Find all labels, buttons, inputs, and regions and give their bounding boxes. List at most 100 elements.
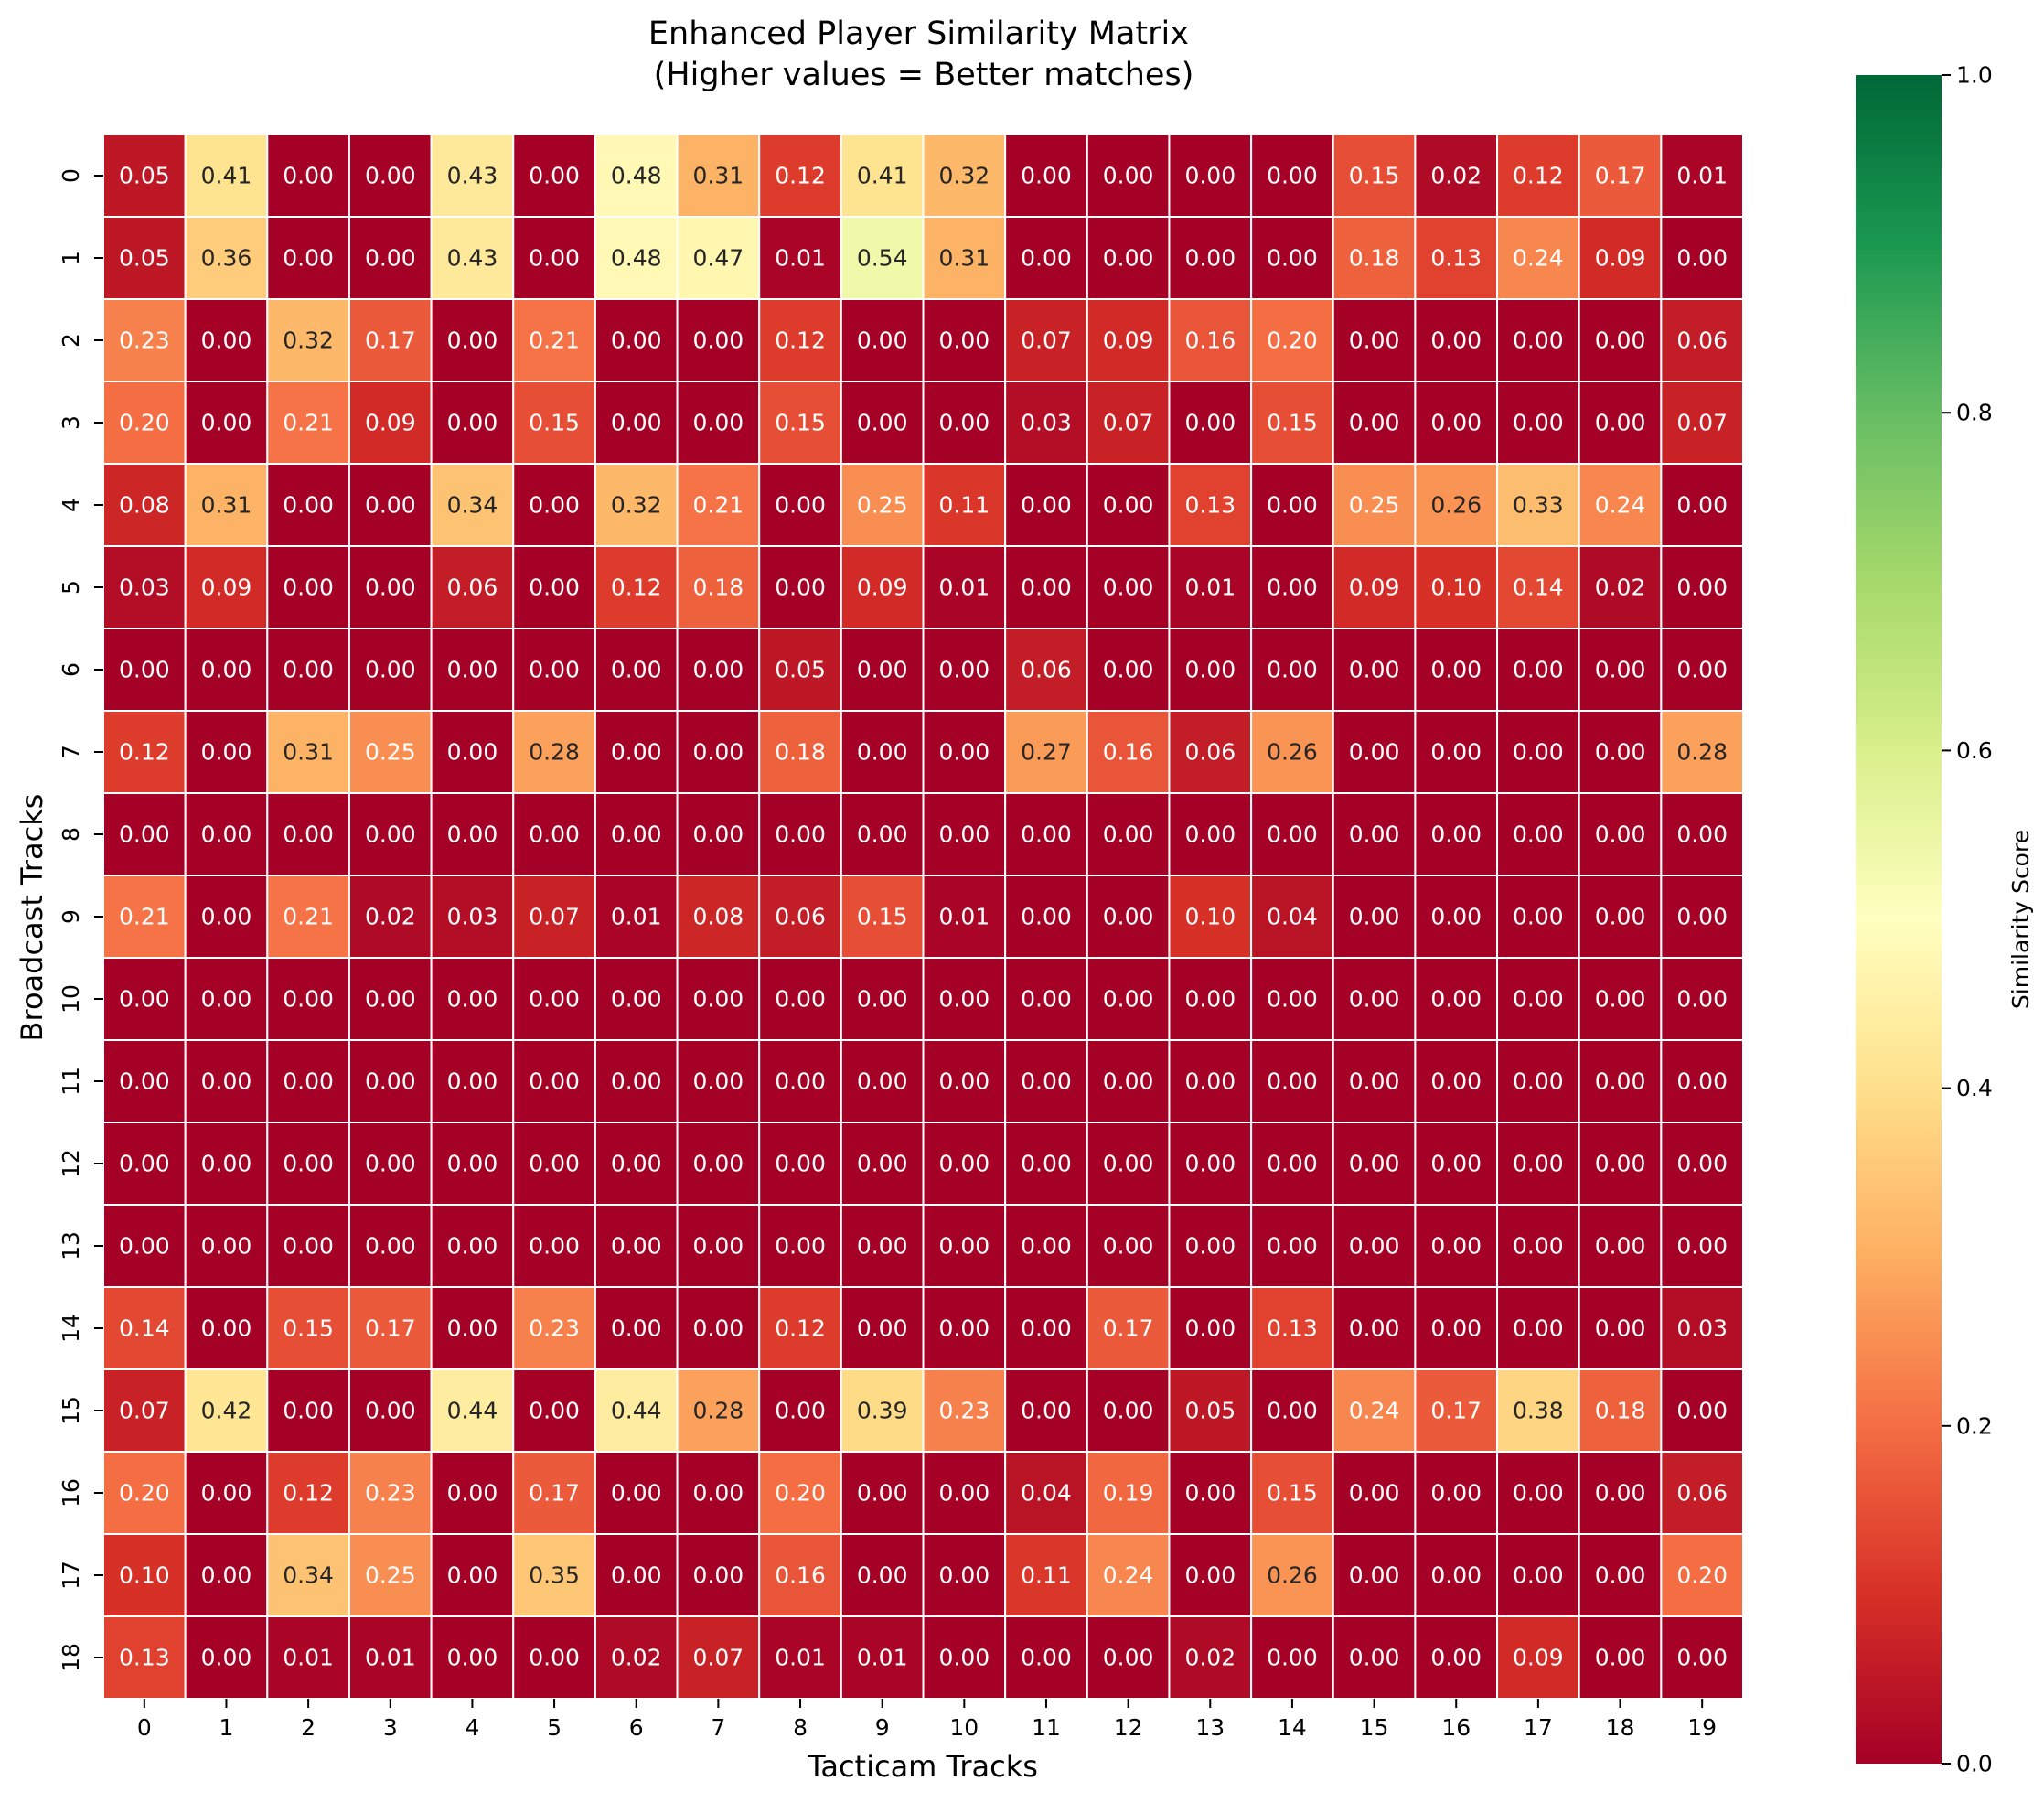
heatmap-cell xyxy=(1660,463,1744,547)
cell-value-label: 0.00 xyxy=(1430,739,1482,766)
heatmap-cell xyxy=(840,710,925,794)
heatmap-cell xyxy=(1496,1286,1580,1370)
cell-value-label: 0.24 xyxy=(1595,492,1646,519)
colorbar-tick-label: 0.0 xyxy=(1956,1751,1993,1777)
cell-value-label: 0.00 xyxy=(1103,1233,1154,1260)
cell-value-label: 0.00 xyxy=(1184,1151,1236,1177)
cell-value-label: 0.00 xyxy=(611,1233,662,1260)
cell-value-label: 0.15 xyxy=(857,904,908,930)
heatmap-cell xyxy=(594,1039,679,1123)
heatmap-cell xyxy=(1250,545,1334,629)
cell-value-label: 0.24 xyxy=(1103,1562,1154,1589)
heatmap-cell xyxy=(1414,1122,1499,1206)
cell-value-label: 0.00 xyxy=(938,1068,990,1095)
cell-value-label: 0.00 xyxy=(201,1151,252,1177)
heatmap-cell xyxy=(1660,1122,1744,1206)
heatmap-cell xyxy=(1332,1533,1417,1617)
heatmap-cell xyxy=(1168,1039,1253,1123)
cell-value-label: 0.25 xyxy=(365,739,416,766)
cell-value-label: 0.06 xyxy=(775,904,826,930)
heatmap-cell xyxy=(430,1122,515,1206)
cell-value-label: 0.09 xyxy=(857,574,908,601)
cell-value-label: 0.20 xyxy=(119,410,170,436)
cell-value-label: 0.00 xyxy=(447,657,498,683)
cell-value-label: 0.09 xyxy=(1103,327,1154,354)
heatmap-cell xyxy=(840,545,925,629)
heatmap-cell xyxy=(1496,628,1580,712)
cell-value-label: 0.20 xyxy=(119,1480,170,1507)
heatmap-cell xyxy=(1332,216,1417,300)
cell-value-label: 0.00 xyxy=(1103,1068,1154,1095)
cell-value-label: 0.06 xyxy=(1676,1480,1728,1507)
heatmap-cells: 0.05 0.41 0.00 0.00 0.43 0.00 0.48 0.31 0.12 0.41… xyxy=(102,134,1744,1700)
cell-value-label: 0.13 xyxy=(119,1645,170,1671)
cell-value-label: 0.00 xyxy=(611,739,662,766)
cell-value-label: 0.00 xyxy=(1021,986,1072,1013)
heatmap-cell xyxy=(1578,463,1663,547)
heatmap-cell xyxy=(922,1122,1007,1206)
cell-value-label: 0.27 xyxy=(1021,739,1072,766)
heatmap-cell xyxy=(1660,957,1744,1041)
heatmap-cell xyxy=(1250,298,1334,382)
cell-value-label: 0.00 xyxy=(1184,163,1236,189)
cell-value-label: 0.00 xyxy=(1676,904,1728,930)
heatmap-cell xyxy=(1168,298,1253,382)
heatmap-cell xyxy=(430,298,515,382)
cell-value-label: 0.00 xyxy=(1021,821,1072,848)
cell-value-label: 0.00 xyxy=(447,1480,498,1507)
heatmap-cell xyxy=(1578,545,1663,629)
cell-value-label: 0.00 xyxy=(938,1151,990,1177)
heatmap-cell xyxy=(1660,628,1744,712)
heatmap-cell xyxy=(1496,381,1580,465)
cell-value-label: 0.00 xyxy=(119,821,170,848)
cell-value-label: 0.00 xyxy=(1430,657,1482,683)
cell-value-label: 0.00 xyxy=(1021,163,1072,189)
cell-value-label: 0.00 xyxy=(693,1233,744,1260)
cell-value-label: 0.00 xyxy=(1430,821,1482,848)
cell-value-label: 0.14 xyxy=(119,1315,170,1342)
heatmap-cell xyxy=(512,1451,596,1535)
cell-value-label: 0.00 xyxy=(365,574,416,601)
cell-value-label: 0.00 xyxy=(1021,245,1072,272)
cell-value-label: 0.00 xyxy=(693,821,744,848)
cell-value-label: 0.00 xyxy=(1103,245,1154,272)
cell-value-label: 0.44 xyxy=(611,1398,662,1424)
heatmap-cell xyxy=(922,1533,1007,1617)
cell-value-label: 0.00 xyxy=(1021,1645,1072,1671)
x-tick-label: 9 xyxy=(875,1714,890,1741)
cell-value-label: 0.24 xyxy=(1513,245,1564,272)
heatmap-cell xyxy=(184,298,269,382)
cell-value-label: 0.00 xyxy=(201,1480,252,1507)
cell-value-label: 0.16 xyxy=(1103,739,1154,766)
heatmap-cell xyxy=(512,957,596,1041)
chart-title-line-1: Enhanced Player Similarity Matrix xyxy=(648,16,1189,52)
cell-value-label: 0.00 xyxy=(1676,245,1728,272)
cell-value-label: 0.00 xyxy=(1349,1315,1400,1342)
heatmap-cell xyxy=(1332,463,1417,547)
heatmap-cell xyxy=(512,134,596,218)
heatmap-cell xyxy=(184,875,269,959)
cell-value-label: 0.21 xyxy=(119,904,170,930)
heatmap-cell xyxy=(1414,463,1499,547)
cell-value-label: 0.24 xyxy=(1349,1398,1400,1424)
cell-value-label: 0.00 xyxy=(1676,1151,1728,1177)
cell-value-label: 0.11 xyxy=(1021,1562,1072,1589)
heatmap-cell xyxy=(922,463,1007,547)
cell-value-label: 0.00 xyxy=(1595,821,1646,848)
cell-value-label: 0.00 xyxy=(693,986,744,1013)
chart-title-line-2: (Higher values = Better matches) xyxy=(654,57,1194,93)
cell-value-label: 0.00 xyxy=(693,327,744,354)
cell-value-label: 0.00 xyxy=(1676,492,1728,519)
cell-value-label: 0.00 xyxy=(1430,1645,1482,1671)
cell-value-label: 0.04 xyxy=(1267,904,1318,930)
heatmap-cell xyxy=(1168,1286,1253,1370)
cell-value-label: 0.54 xyxy=(857,245,908,272)
cell-value-label: 0.00 xyxy=(1676,574,1728,601)
heatmap-cell xyxy=(1578,1039,1663,1123)
cell-value-label: 0.00 xyxy=(1184,1068,1236,1095)
cell-value-label: 0.00 xyxy=(693,1151,744,1177)
heatmap-cell xyxy=(1496,1368,1580,1453)
cell-value-label: 0.00 xyxy=(1595,1233,1646,1260)
cell-value-label: 0.08 xyxy=(119,492,170,519)
